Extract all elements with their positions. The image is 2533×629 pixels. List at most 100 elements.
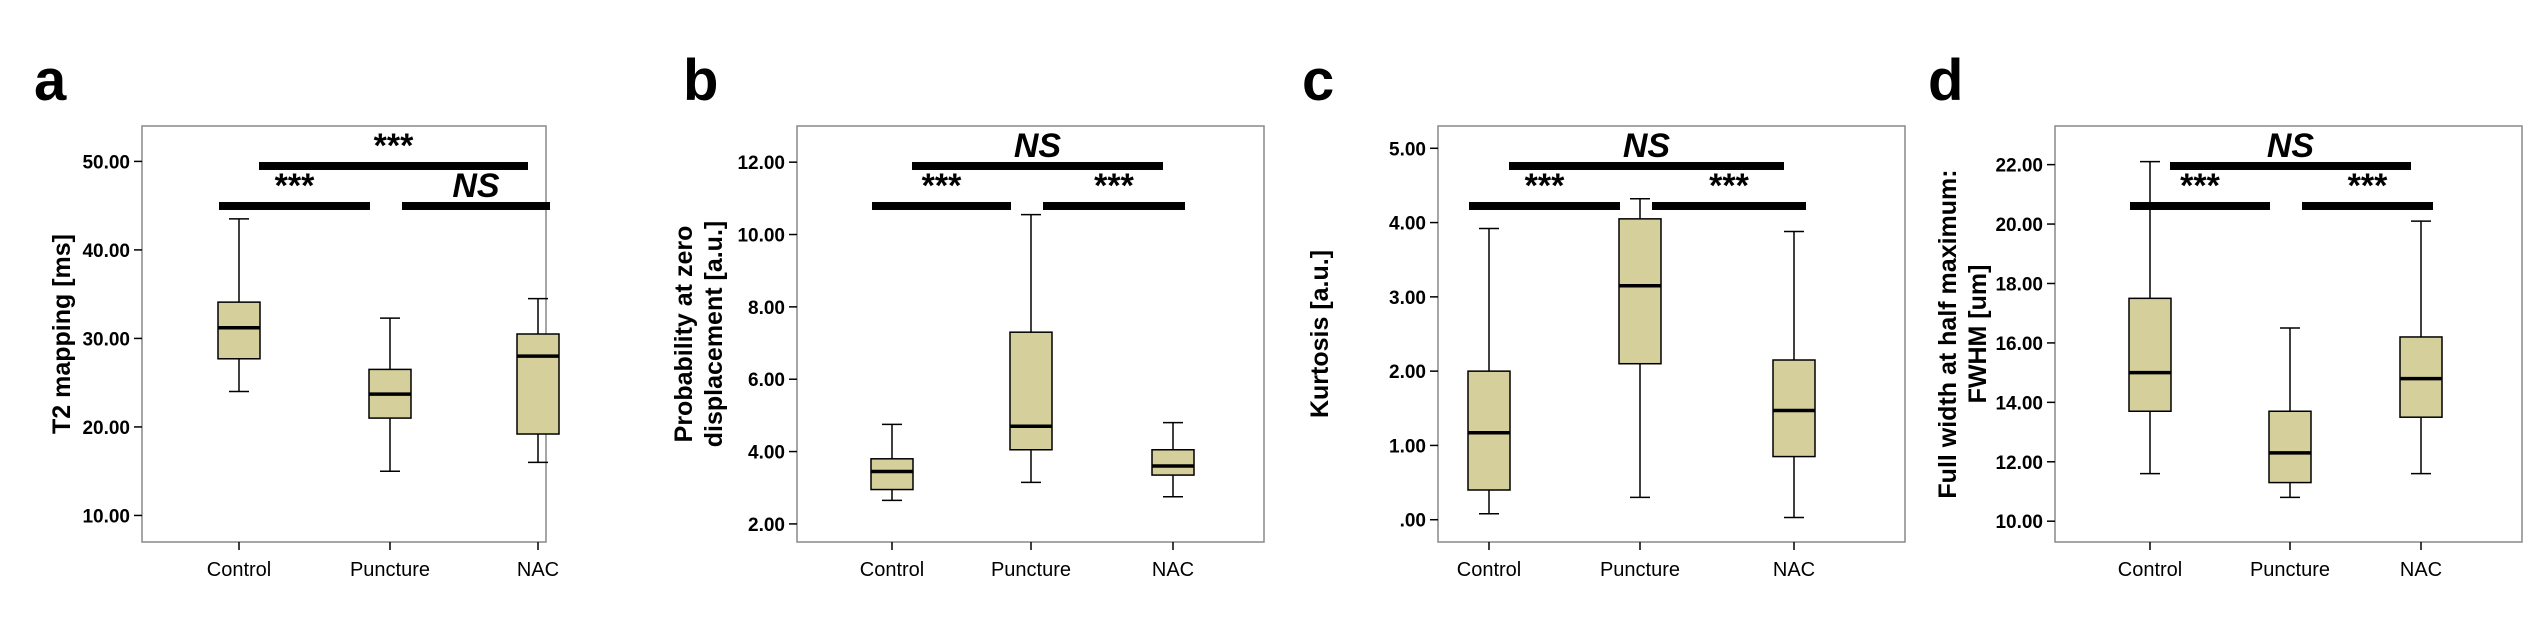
x-tick-label: NAC [2400,559,2442,581]
y-tick-label: 3.00 [1389,288,1426,309]
box-nac [2399,220,2443,475]
y-tick-label: 12.00 [1995,453,2043,474]
y-tick-label: 10.00 [82,506,130,527]
y-tick-label: 10.00 [737,226,785,247]
panel-b: b 2.00 4.00 6.00 8.00 10.00 12.00 Probability a… [670,48,1265,581]
y-tick-label: 20.00 [1995,215,2043,236]
panel-c: c .00 1.00 2.00 3.00 4.00 5.00 Kurtosis [a.u.] C… [1302,48,1906,581]
y-tick-label: 40.00 [82,241,130,262]
box-nac [516,297,560,464]
y-tick-label: 6.00 [748,370,785,391]
y-tick-label: 4.00 [748,443,785,464]
box-iqr [1467,370,1511,491]
panel-letter: b [683,48,718,113]
y-tick-label: 22.00 [1995,156,2043,177]
significance-bar [872,202,1011,210]
significance-label: NS [1623,127,1671,165]
significance-bar [1043,202,1185,210]
y-tick-label: .00 [1400,511,1426,532]
significance-bar [219,202,370,210]
y-axis-label-group: Probability at zero displacement [a.u.] [670,221,728,447]
y-tick-label: 4.00 [1389,214,1426,235]
y-axis-label-line: FWHM [um] [1964,265,1992,404]
box-iqr [1618,218,1662,365]
significance-bar [2302,202,2433,210]
y-tick-label: 14.00 [1995,393,2043,414]
plot-frame [1437,125,1906,543]
y-axis-label: T2 mapping [ms] [48,234,76,434]
box-iqr [217,301,261,360]
box-puncture [1618,198,1662,499]
box-control [870,423,914,502]
y-axis-label-group: Full width at half maximum: FWHM [um] [1934,169,1992,498]
box-nac [1151,421,1195,498]
y-tick-label: 50.00 [82,152,130,173]
significance-bar [2130,202,2270,210]
significance-label: *** [2348,167,2388,205]
significance-bar [1509,162,1784,170]
box-iqr [1151,449,1195,476]
x-tick-label: Control [1457,559,1521,581]
x-tick-label: NAC [1773,559,1815,581]
significance-label: *** [275,167,315,205]
y-tick-label: 30.00 [82,329,130,350]
significance-label: *** [1525,167,1565,205]
significance-bar [259,162,528,170]
significance-label: *** [374,127,414,165]
x-tick-label: Puncture [1600,559,1680,581]
significance-label: *** [1709,167,1749,205]
box-iqr [1772,359,1816,458]
panel-d: d10.0012.0014.0016.0018.0020.0022.00Full… [1928,48,2523,581]
significance-bar [2170,162,2411,170]
box-control [217,218,261,393]
panel-letter: d [1928,48,1963,113]
box-control [1467,227,1511,515]
y-axis-label-line: displacement [a.u.] [700,221,728,447]
y-tick-label: 16.00 [1995,334,2043,355]
box-iqr [2268,410,2312,484]
x-tick-label: Control [207,559,271,581]
y-axis-label: Kurtosis [a.u.] [1306,250,1334,418]
panel-a: a 10.00 20.00 30.00 40.00 50.00 T2 mapping [ms… [34,48,560,581]
significance-label: *** [2180,167,2220,205]
significance-bar [912,162,1163,170]
y-tick-label: 18.00 [1995,274,2043,295]
panel-letter: a [34,48,67,113]
box-control [2128,160,2172,475]
box-puncture [1009,213,1053,484]
x-tick-label: NAC [517,559,559,581]
significance-bar [402,202,550,210]
y-tick-label: 2.00 [1389,362,1426,383]
y-axis-label-group: Kurtosis [a.u.] [1306,250,1334,418]
y-tick-label: 8.00 [748,298,785,319]
y-tick-label: 1.00 [1389,436,1426,457]
x-tick-label: Puncture [991,559,1071,581]
y-axis-label-group: T2 mapping [ms] [48,234,76,434]
y-tick-label: 12.00 [737,153,785,174]
significance-label: NS [2267,127,2315,165]
box-iqr [870,458,914,491]
significance-label: NS [452,167,500,205]
significance-label: *** [1094,167,1134,205]
box-nac [1772,230,1816,519]
significance-bar [1469,202,1620,210]
x-tick-label: NAC [1152,559,1194,581]
y-tick-label: 10.00 [1995,512,2043,533]
y-axis-label-line: Full width at half maximum: [1934,169,1962,498]
significance-bar [1652,202,1806,210]
x-tick-label: Control [2118,559,2182,581]
plot-frame [2054,125,2523,543]
box-iqr [1009,331,1053,451]
box-iqr [2128,297,2172,413]
box-puncture [368,317,412,472]
y-axis-label-line: Probability at zero [670,226,698,443]
x-tick-label: Control [860,559,924,581]
x-tick-label: Puncture [2250,559,2330,581]
box-puncture [2268,327,2312,499]
y-tick-label: 20.00 [82,418,130,439]
significance-label: NS [1014,127,1062,165]
y-tick-label: 2.00 [748,515,785,536]
y-tick-label: 5.00 [1389,139,1426,160]
